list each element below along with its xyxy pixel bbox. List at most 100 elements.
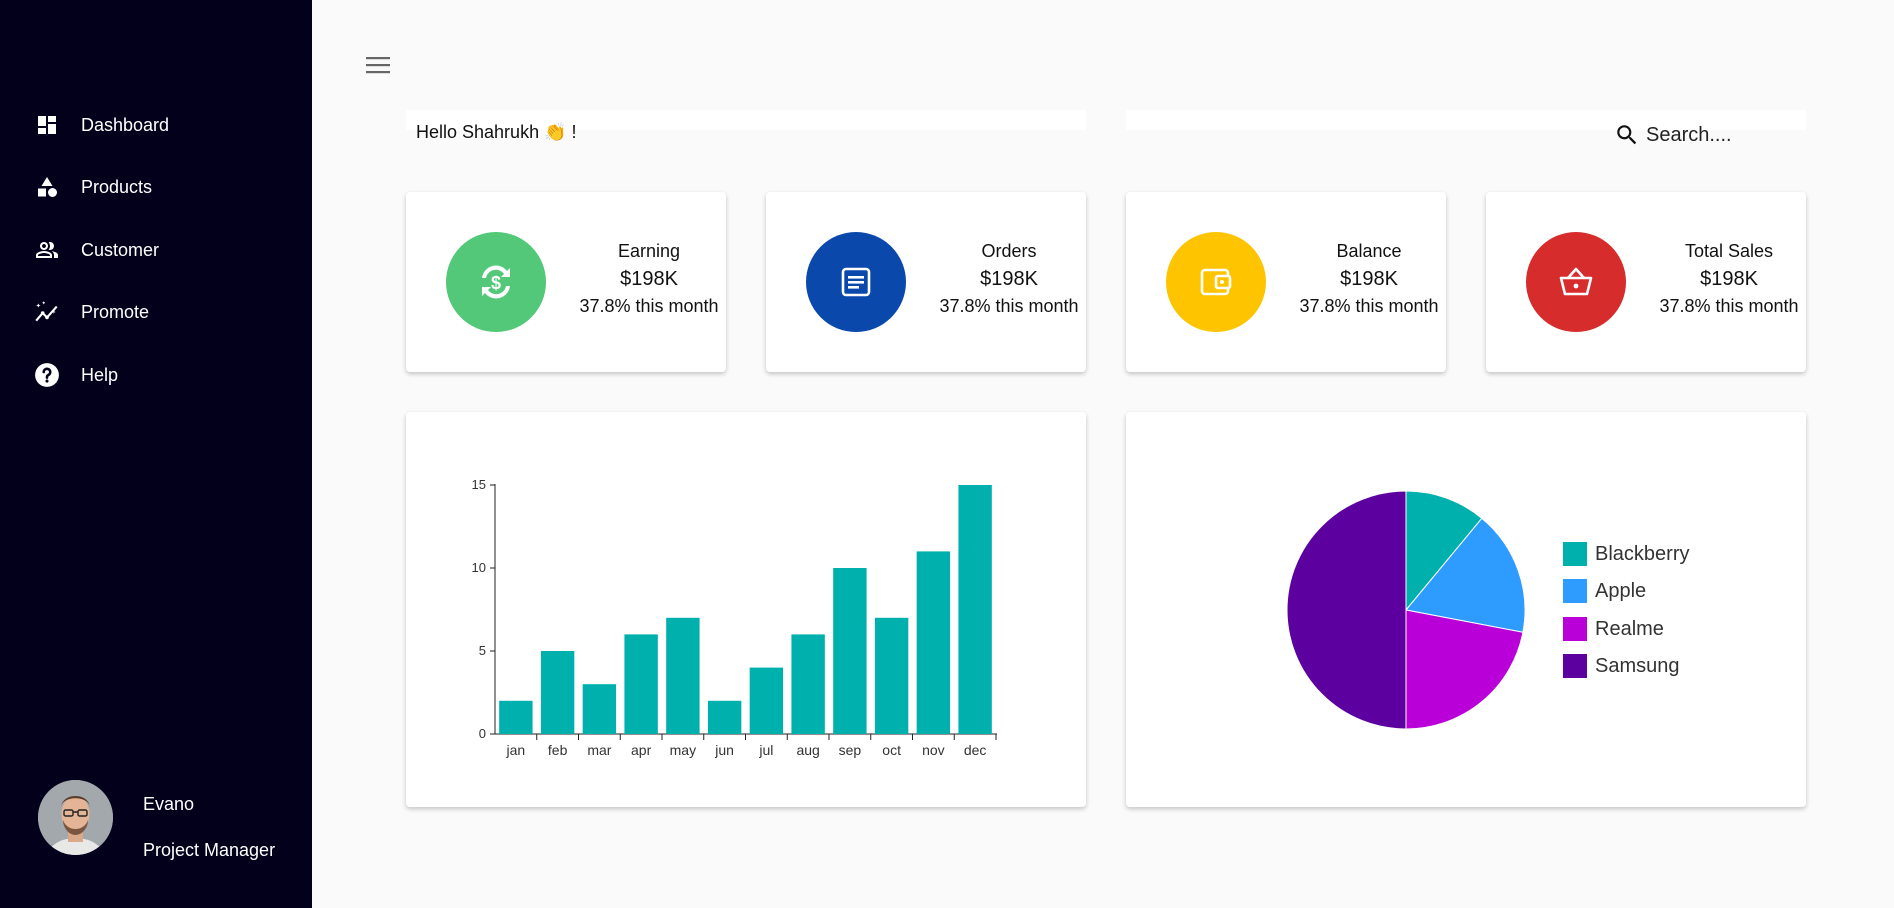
earning-icon-circle: $	[446, 232, 546, 332]
pie-chart-card	[1126, 412, 1806, 807]
y-tick-label: 10	[472, 560, 486, 575]
search-input[interactable]	[1646, 123, 1766, 147]
sidebar-item-products[interactable]: Products	[34, 172, 152, 202]
legend-label: Realme	[1595, 617, 1664, 640]
sidebar-item-label: Help	[81, 364, 119, 385]
stat-title: Total Sales	[1684, 241, 1774, 261]
user-profile[interactable]: Evano Project Manager	[38, 780, 275, 860]
pie-slice-apple[interactable]	[1405, 517, 1526, 633]
bar-apr[interactable]	[624, 634, 658, 734]
y-tick-label: 0	[479, 726, 486, 741]
x-tick-label: oct	[882, 742, 901, 758]
bar-jun[interactable]	[707, 700, 742, 734]
stat-value: $198K	[620, 268, 678, 290]
bar-dec[interactable]	[958, 485, 992, 734]
wallet-icon	[1200, 268, 1232, 296]
sidebar-item-promote[interactable]: Promote	[34, 297, 149, 327]
legend-label: Blackberry	[1595, 542, 1690, 565]
legend-item-samsung[interactable]: Samsung	[1563, 654, 1680, 678]
pie-slice-blackberry[interactable]	[1405, 490, 1483, 612]
promote-icon	[34, 299, 60, 325]
stat-change: 37.8% this month	[1659, 296, 1799, 316]
sidebar-item-customer[interactable]: Customer	[34, 235, 159, 265]
x-tick-label: feb	[548, 742, 568, 758]
stat-change: 37.8% this month	[939, 296, 1079, 316]
x-tick-label: may	[670, 742, 696, 758]
legend-label: Apple	[1595, 579, 1647, 602]
bar-jul[interactable]	[749, 667, 784, 734]
customer-icon	[34, 237, 60, 263]
help-icon	[34, 362, 60, 388]
stat-text: Balance $198K 37.8% this month	[1296, 240, 1442, 318]
bar-chart-card: 0 5 10 15 jan feb mar apr may jun jul aug sep oct nov d…	[406, 412, 1086, 807]
bar-sep[interactable]	[833, 568, 867, 734]
sidebar-item-label: Customer	[81, 239, 160, 260]
stat-card-total-sales: Total Sales $198K 37.8% this month	[1486, 192, 1806, 372]
y-tick-label: 15	[472, 477, 486, 492]
x-tick-label: jul	[758, 742, 773, 758]
search-bar	[1126, 110, 1806, 130]
hamburger-icon	[366, 57, 390, 74]
bar-oct[interactable]	[874, 617, 909, 734]
legend-swatch	[1563, 542, 1587, 566]
legend-label: Samsung	[1595, 654, 1680, 677]
sidebar-item-label: Promote	[81, 301, 150, 322]
bar-nov[interactable]	[916, 551, 951, 734]
legend-swatch	[1563, 617, 1587, 641]
sidebar-item-dashboard[interactable]: Dashboard	[34, 110, 169, 140]
x-tick-label: jun	[714, 742, 734, 758]
legend-item-blackberry[interactable]: Blackberry	[1563, 542, 1689, 566]
x-tick-label: aug	[796, 742, 819, 758]
bar-feb[interactable]	[540, 651, 575, 734]
bar-chart: 0 5 10 15 jan feb mar apr may jun jul aug sep oct nov d…	[472, 477, 997, 758]
y-tick-label: 5	[479, 643, 486, 658]
stat-card-orders: Orders $198K 37.8% this month	[766, 192, 1086, 372]
stat-title: Balance	[1336, 241, 1402, 261]
sales-icon-circle	[1526, 232, 1626, 332]
svg-text:$: $	[491, 273, 501, 293]
bar-jan[interactable]	[499, 700, 533, 734]
bar-aug[interactable]	[791, 634, 825, 734]
stat-text: Total Sales $198K 37.8% this month	[1656, 240, 1802, 318]
pie-slice-samsung[interactable]	[1286, 490, 1407, 730]
greeting-text: Hello Shahrukh 👏 !	[416, 122, 577, 142]
bar-may[interactable]	[666, 617, 700, 734]
x-tick-label: jan	[506, 742, 526, 758]
pie-slice-realme[interactable]	[1405, 609, 1524, 730]
menu-toggle-button[interactable]	[366, 56, 390, 74]
legend-item-apple[interactable]: Apple	[1563, 579, 1646, 603]
x-tick-label: nov	[922, 742, 945, 758]
user-name: Evano	[143, 794, 195, 814]
products-icon	[34, 174, 60, 200]
stat-text: Earning $198K 37.8% this month	[576, 240, 722, 318]
stat-card-balance: Balance $198K 37.8% this month	[1126, 192, 1446, 372]
basket-icon	[1559, 267, 1593, 296]
sidebar-item-help[interactable]: Help	[34, 360, 118, 390]
stat-change: 37.8% this month	[1299, 296, 1439, 316]
document-icon	[841, 267, 871, 297]
legend-item-realme[interactable]: Realme	[1563, 617, 1664, 641]
pie-chart	[1286, 490, 1526, 730]
sidebar: Dashboard Products Customer Promote Help	[0, 0, 312, 908]
legend-swatch	[1563, 654, 1587, 678]
dollar-exchange-icon: $	[482, 265, 510, 299]
stat-text: Orders $198K 37.8% this month	[936, 240, 1082, 318]
x-tick-label: mar	[587, 742, 611, 758]
stat-value: $198K	[980, 268, 1038, 290]
avatar	[38, 780, 113, 855]
stat-card-earning: $ Earning $198K 37.8% this month	[406, 192, 726, 372]
greeting-bar	[406, 110, 1086, 130]
dashboard-icon	[34, 112, 60, 138]
x-tick-label: dec	[964, 742, 987, 758]
search-icon[interactable]	[1614, 122, 1640, 148]
orders-icon-circle	[806, 232, 906, 332]
stat-value: $198K	[1340, 268, 1398, 290]
bar-mar[interactable]	[582, 684, 617, 734]
search-box[interactable]	[1614, 122, 1766, 148]
sidebar-item-label: Dashboard	[81, 114, 170, 135]
sidebar-item-label: Products	[81, 176, 153, 197]
x-tick-label: sep	[839, 742, 862, 758]
stat-title: Earning	[617, 241, 681, 261]
stat-change: 37.8% this month	[579, 296, 719, 316]
x-tick-label: apr	[631, 742, 652, 758]
